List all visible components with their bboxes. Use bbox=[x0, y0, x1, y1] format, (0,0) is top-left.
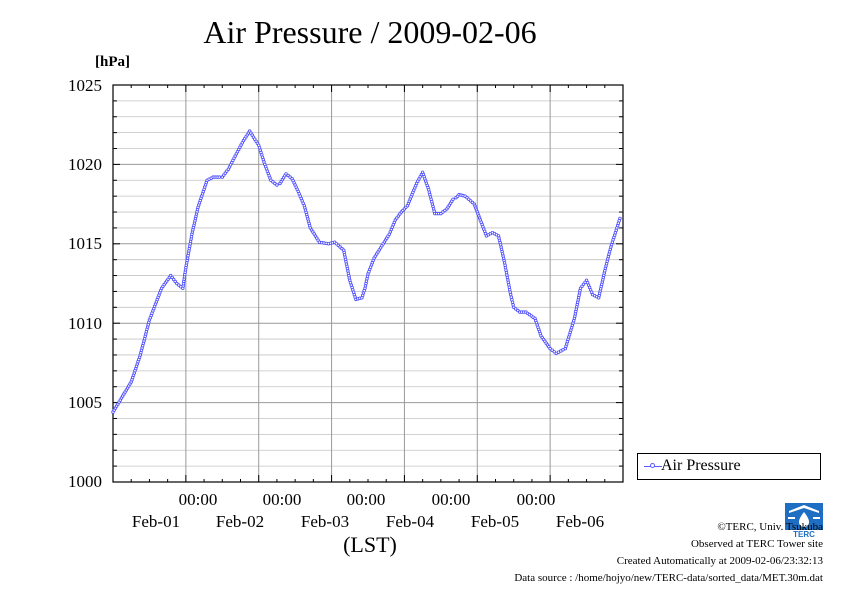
y-axis-unit: [hPa] bbox=[95, 54, 130, 70]
x-tick-time-label: 00:00 bbox=[431, 490, 471, 509]
x-tick-time-label: 00:00 bbox=[516, 490, 556, 509]
logo-text: TERC bbox=[793, 530, 815, 539]
data-point bbox=[451, 197, 455, 201]
x-tick-time-label: 00:00 bbox=[346, 490, 386, 509]
series-line-air-pressure bbox=[112, 130, 621, 413]
data-point bbox=[509, 292, 513, 297]
data-point bbox=[217, 175, 221, 179]
data-point bbox=[514, 307, 518, 311]
x-tick-date-label: Feb-06 bbox=[555, 512, 605, 531]
legend-marker-swatch bbox=[650, 463, 655, 468]
y-tick-label: 1010 bbox=[68, 314, 102, 333]
credit-created: Created Automatically at 2009-02-06/23:3… bbox=[616, 555, 823, 567]
credit-data-source: Data source : /home/hojyo/new/TERC-data/… bbox=[514, 572, 823, 584]
y-tick-label: 1000 bbox=[68, 472, 102, 491]
legend: Air Pressure bbox=[637, 453, 821, 480]
y-tick-label: 1005 bbox=[68, 393, 102, 412]
data-point bbox=[284, 172, 288, 176]
axis-ticks bbox=[112, 84, 624, 483]
y-tick-label: 1025 bbox=[68, 76, 102, 95]
y-tick-label: 1015 bbox=[68, 234, 102, 253]
terc-logo-icon: TERC bbox=[785, 503, 823, 539]
legend-label: Air Pressure bbox=[661, 457, 741, 474]
data-point bbox=[510, 300, 515, 304]
x-tick-date-label: Feb-03 bbox=[300, 512, 350, 531]
credit-copyright: ©TERC, Univ. Tsukuba bbox=[717, 521, 823, 533]
data-point bbox=[548, 346, 552, 351]
x-tick-date-label: Feb-05 bbox=[470, 512, 520, 531]
x-tick-time-label: 00:00 bbox=[262, 490, 302, 509]
data-point bbox=[618, 216, 622, 221]
y-tick-label: 1020 bbox=[68, 155, 102, 174]
chart-title: Air Pressure / 2009-02-06 bbox=[203, 14, 537, 50]
data-point bbox=[275, 183, 279, 187]
x-tick-date-label: Feb-01 bbox=[131, 512, 181, 531]
x-tick-date-label: Feb-02 bbox=[215, 512, 265, 531]
chart-grid bbox=[113, 85, 623, 482]
x-tick-time-label: 00:00 bbox=[178, 490, 218, 509]
plot-frame bbox=[112, 84, 624, 483]
x-tick-date-label: Feb-04 bbox=[385, 512, 435, 531]
x-axis-label: (LST) bbox=[343, 532, 397, 557]
credit-site: Observed at TERC Tower site bbox=[690, 538, 823, 550]
series-points-air-pressure bbox=[111, 129, 622, 414]
